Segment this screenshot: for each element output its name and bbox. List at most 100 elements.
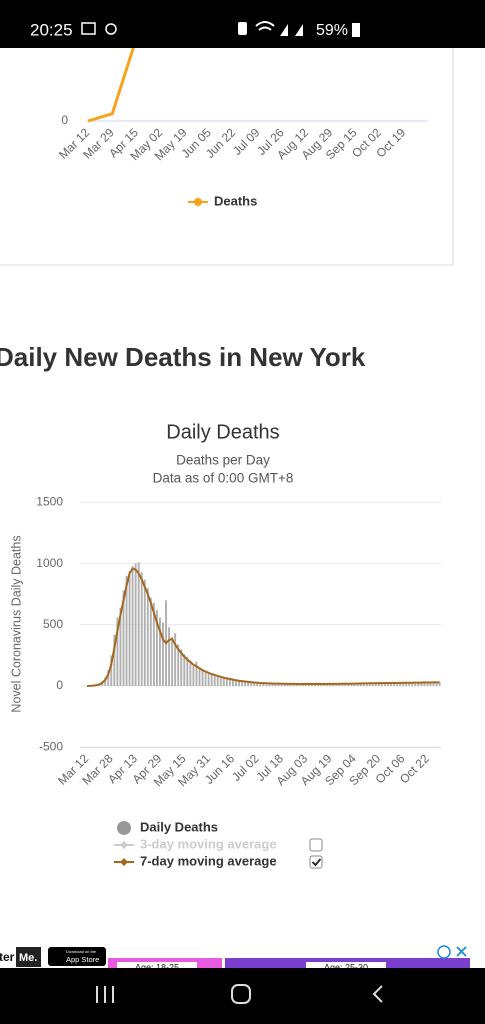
bar (262, 683, 265, 686)
bar (231, 679, 234, 686)
bar (244, 681, 247, 686)
home-button[interactable] (231, 984, 251, 1004)
legend-symbol (120, 858, 128, 866)
bar (347, 683, 350, 686)
bar (134, 563, 137, 686)
legend-label: 3-day moving average (140, 836, 277, 851)
bar (189, 660, 192, 686)
status-bar: 20:25 59% (0, 0, 485, 48)
signal-icon (280, 24, 303, 36)
bar (113, 634, 116, 686)
bar (405, 682, 408, 686)
bar (192, 663, 195, 686)
bar (174, 633, 177, 686)
bar (259, 682, 262, 686)
bar (335, 684, 338, 686)
bar (320, 684, 323, 686)
chart-caption: Data as of 0:00 GMT+8 (153, 471, 294, 486)
bar (396, 682, 399, 686)
legend-label: Daily Deaths (140, 819, 218, 834)
bar (329, 684, 332, 686)
ad-age: Age: 25-30 (324, 962, 368, 972)
bar (168, 627, 171, 686)
bar (429, 682, 432, 686)
back-button[interactable] (372, 985, 383, 1003)
ad-banner[interactable]: ter Me. Download on the App Store Age: 1… (0, 942, 472, 972)
bar (411, 682, 414, 686)
checkmark (311, 858, 322, 867)
bar (225, 678, 228, 686)
bar (110, 655, 113, 686)
bar (417, 682, 420, 686)
bar (216, 676, 219, 686)
bar (250, 682, 253, 686)
bar (116, 617, 119, 686)
bar (195, 661, 198, 686)
ad-info-icon[interactable] (437, 945, 451, 959)
bar (402, 682, 405, 686)
bar (131, 566, 134, 686)
y-tick-label: 500 (43, 617, 63, 631)
legend-symbol (120, 841, 128, 849)
bar (104, 677, 107, 686)
page-heading: Daily New Deaths in New York (0, 342, 366, 372)
legend-label: 7-day moving average (140, 853, 277, 868)
bar (253, 682, 256, 686)
y-tick-label: 0 (61, 113, 68, 127)
ad-label-box (306, 962, 386, 970)
legend-checkbox[interactable] (309, 838, 323, 852)
bar (420, 682, 423, 686)
bar (204, 672, 207, 686)
ad-label-box (117, 962, 197, 970)
ad-brand-box-text: Me. (19, 952, 37, 964)
bar (201, 670, 204, 686)
bar (277, 683, 280, 686)
bar (210, 674, 213, 686)
ad-close-icon[interactable] (456, 946, 467, 957)
chart-title: Daily Deaths (166, 421, 279, 443)
bar (356, 683, 359, 686)
bar (183, 654, 186, 686)
bar (155, 610, 158, 686)
clock: 20:25 (30, 20, 73, 39)
bar (198, 667, 201, 686)
bar (426, 682, 429, 686)
bar (143, 579, 146, 686)
bar (122, 590, 125, 686)
bar (374, 683, 377, 686)
legend-checkbox[interactable] (309, 855, 323, 869)
bar (344, 683, 347, 686)
bar (159, 617, 161, 686)
y-axis-label: Novel Coronavirus Daily Deaths (9, 535, 23, 712)
bar (362, 683, 365, 686)
bar (304, 684, 307, 686)
bar (383, 683, 386, 686)
bar (311, 684, 313, 686)
bar (332, 683, 335, 686)
bar (371, 683, 374, 686)
bar (414, 682, 417, 686)
bar (380, 682, 383, 686)
recents-button[interactable] (96, 986, 114, 1003)
bar (119, 607, 122, 686)
bar (265, 683, 268, 686)
bar (137, 562, 140, 686)
bar (271, 683, 274, 686)
bar (186, 656, 189, 686)
navigation-bar (0, 968, 485, 1024)
bar (162, 622, 164, 686)
bar (292, 684, 295, 686)
notification-icon (105, 23, 117, 35)
bar (149, 597, 152, 686)
line (86, 567, 440, 687)
app-store-badge[interactable] (48, 947, 106, 966)
lock-icon (238, 22, 247, 35)
bar (390, 683, 392, 686)
bar (235, 680, 237, 686)
bar (399, 683, 402, 686)
bar (377, 683, 380, 686)
bar (222, 678, 225, 686)
bar (256, 682, 259, 686)
